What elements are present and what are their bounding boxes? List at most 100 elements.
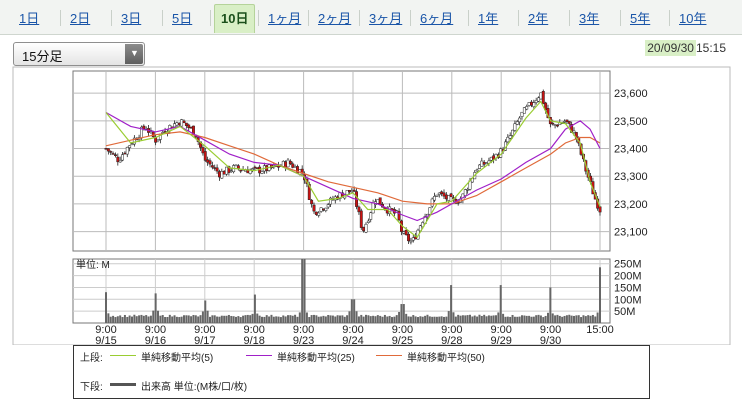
tab-10[interactable]: 2年 xyxy=(528,11,549,26)
x-tick-time: 9:00 xyxy=(95,324,116,336)
volume-bar xyxy=(497,312,500,323)
volume-bar xyxy=(216,316,219,323)
tab-8[interactable]: 6ヶ月 xyxy=(420,11,454,26)
volume-bar xyxy=(443,316,445,323)
tab-4[interactable]: 10日 xyxy=(214,4,256,33)
tab-separator xyxy=(210,10,211,26)
volume-bar xyxy=(190,316,193,323)
tab-separator xyxy=(468,10,469,26)
volume-bar xyxy=(599,267,601,323)
tab-2[interactable]: 3日 xyxy=(121,11,142,26)
volume-bar xyxy=(213,315,216,323)
candle-body xyxy=(541,91,545,104)
candle-body xyxy=(106,148,110,152)
volume-bar xyxy=(232,316,235,323)
volume-bar xyxy=(223,315,226,323)
x-tick-time: 9:00 xyxy=(293,324,314,336)
volume-bar xyxy=(329,315,332,323)
volume-bar xyxy=(199,315,202,323)
candle-body xyxy=(116,156,120,163)
interval-select-arrow[interactable]: ▼ xyxy=(125,44,143,64)
tab-separator xyxy=(518,10,519,26)
tab-9[interactable]: 1年 xyxy=(478,11,499,26)
volume-bar xyxy=(412,315,415,323)
tab-6[interactable]: 2ヶ月 xyxy=(318,11,352,26)
volume-bar xyxy=(145,315,148,323)
volume-y-tick-label: 100M xyxy=(614,294,642,306)
x-tick-date: 9/23 xyxy=(293,335,314,345)
tab-12[interactable]: 5年 xyxy=(630,11,651,26)
legend-ma5-swatch xyxy=(110,355,136,356)
tab-separator xyxy=(569,10,570,26)
volume-bar xyxy=(530,316,533,323)
candle-body xyxy=(437,192,441,195)
price-y-tick-label: 23,600 xyxy=(614,88,648,100)
candle-body xyxy=(189,126,193,129)
volume-bar xyxy=(542,317,545,323)
candle-body xyxy=(348,190,351,193)
volume-bar xyxy=(594,316,597,323)
candle-body xyxy=(317,212,321,216)
timestamp: 20/09/30 15:15 xyxy=(645,40,726,56)
volume-y-tick-label: 200M xyxy=(614,271,642,283)
volume-bar xyxy=(246,314,249,323)
legend-lower-label: 下段: xyxy=(80,382,103,393)
volume-bar xyxy=(201,311,204,323)
candle-body xyxy=(357,206,361,213)
tab-7[interactable]: 3ヶ月 xyxy=(369,11,403,26)
volume-bar xyxy=(523,315,526,323)
volume-bar xyxy=(171,316,174,323)
tab-11[interactable]: 3年 xyxy=(579,11,600,26)
volume-bar xyxy=(374,316,377,323)
volume-bar xyxy=(175,316,178,323)
tab-5[interactable]: 1ヶ月 xyxy=(268,11,302,26)
candle-body xyxy=(286,159,290,168)
tab-0[interactable]: 1日 xyxy=(19,11,40,26)
candle-body xyxy=(345,190,349,195)
volume-bar xyxy=(197,316,200,323)
volume-bar xyxy=(587,315,590,323)
candle-body xyxy=(293,166,297,168)
volume-bar xyxy=(485,316,488,323)
volume-bar xyxy=(504,316,507,323)
volume-bar xyxy=(487,315,490,323)
tab-3[interactable]: 5日 xyxy=(172,11,193,26)
candle-body xyxy=(109,151,113,153)
candle-body xyxy=(525,106,529,110)
volume-bar xyxy=(565,315,568,323)
candle-body xyxy=(255,167,259,169)
candle-body xyxy=(142,125,146,130)
legend-upper-label: 上段: xyxy=(80,353,103,364)
x-tick-time: 9:00 xyxy=(145,324,166,336)
candle-body xyxy=(291,163,295,168)
volume-bar xyxy=(445,316,448,323)
x-tick-time: 9:00 xyxy=(490,324,511,336)
candle-body xyxy=(466,189,470,191)
volume-bar xyxy=(372,315,375,323)
volume-bar xyxy=(461,315,464,323)
candle-body xyxy=(534,100,538,103)
volume-y-tick-label: 250M xyxy=(614,259,642,271)
volume-bar xyxy=(577,315,580,323)
volume-bar xyxy=(440,316,443,323)
volume-bar xyxy=(589,315,592,323)
volume-bar xyxy=(320,316,323,323)
candle-body xyxy=(236,165,240,169)
candle-body xyxy=(506,136,510,143)
tab-13[interactable]: 10年 xyxy=(679,11,707,26)
tab-1[interactable]: 2日 xyxy=(70,11,91,26)
volume-bar xyxy=(584,316,587,323)
interval-select[interactable]: 15分足 ▼ xyxy=(13,42,145,66)
volume-bar xyxy=(298,312,301,323)
candle-body xyxy=(288,160,292,165)
volume-bar xyxy=(509,316,512,323)
volume-bar xyxy=(324,316,327,323)
volume-bar xyxy=(157,310,159,323)
candle-body xyxy=(508,135,512,139)
chart-legend: 上段: 単純移動平均(5) 単純移動平均(25) 単純移動平均(50) 下段: … xyxy=(73,345,650,399)
volume-bar xyxy=(275,316,278,323)
volume-bar xyxy=(400,304,403,323)
candle-body xyxy=(260,171,264,174)
volume-bar xyxy=(235,316,237,323)
candle-body xyxy=(520,111,524,117)
